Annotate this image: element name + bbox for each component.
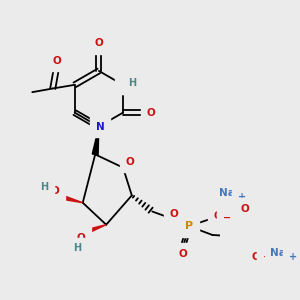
Polygon shape <box>92 127 99 155</box>
Text: O: O <box>252 252 261 262</box>
Text: H: H <box>40 182 49 192</box>
Text: −: − <box>223 212 231 222</box>
Polygon shape <box>85 225 106 234</box>
Text: +: + <box>238 192 246 202</box>
Text: P: P <box>185 221 193 231</box>
Text: +: + <box>289 252 297 262</box>
Text: O: O <box>94 38 103 48</box>
Text: O: O <box>179 249 188 259</box>
Text: N: N <box>121 78 130 88</box>
Text: H: H <box>73 243 81 253</box>
Text: Na: Na <box>270 248 286 257</box>
Text: −: − <box>262 252 271 262</box>
Text: O: O <box>50 186 59 196</box>
Text: O: O <box>126 157 135 167</box>
Text: O: O <box>77 233 86 243</box>
Text: O: O <box>170 209 179 219</box>
Text: H: H <box>128 78 136 88</box>
Text: O: O <box>146 108 155 118</box>
Text: O: O <box>52 56 61 66</box>
Polygon shape <box>60 195 83 203</box>
Text: O: O <box>240 204 249 214</box>
Text: Na: Na <box>219 188 235 198</box>
Text: O: O <box>214 211 223 221</box>
Text: N: N <box>96 122 105 132</box>
